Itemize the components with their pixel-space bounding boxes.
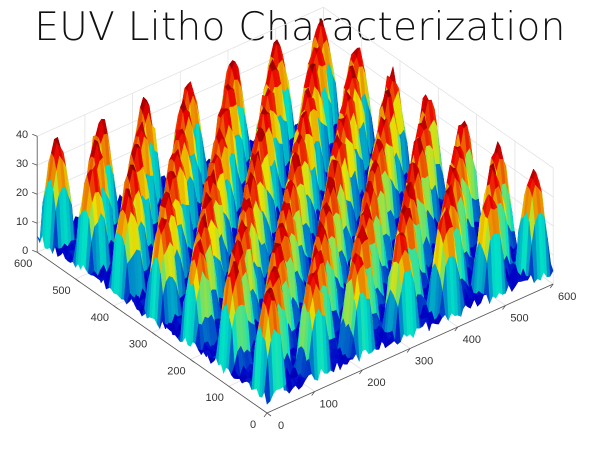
chart-title: EUV Litho Characterization	[34, 5, 566, 50]
grid-line	[323, 6, 554, 169]
grid-line	[37, 6, 324, 137]
surface	[37, 18, 554, 405]
